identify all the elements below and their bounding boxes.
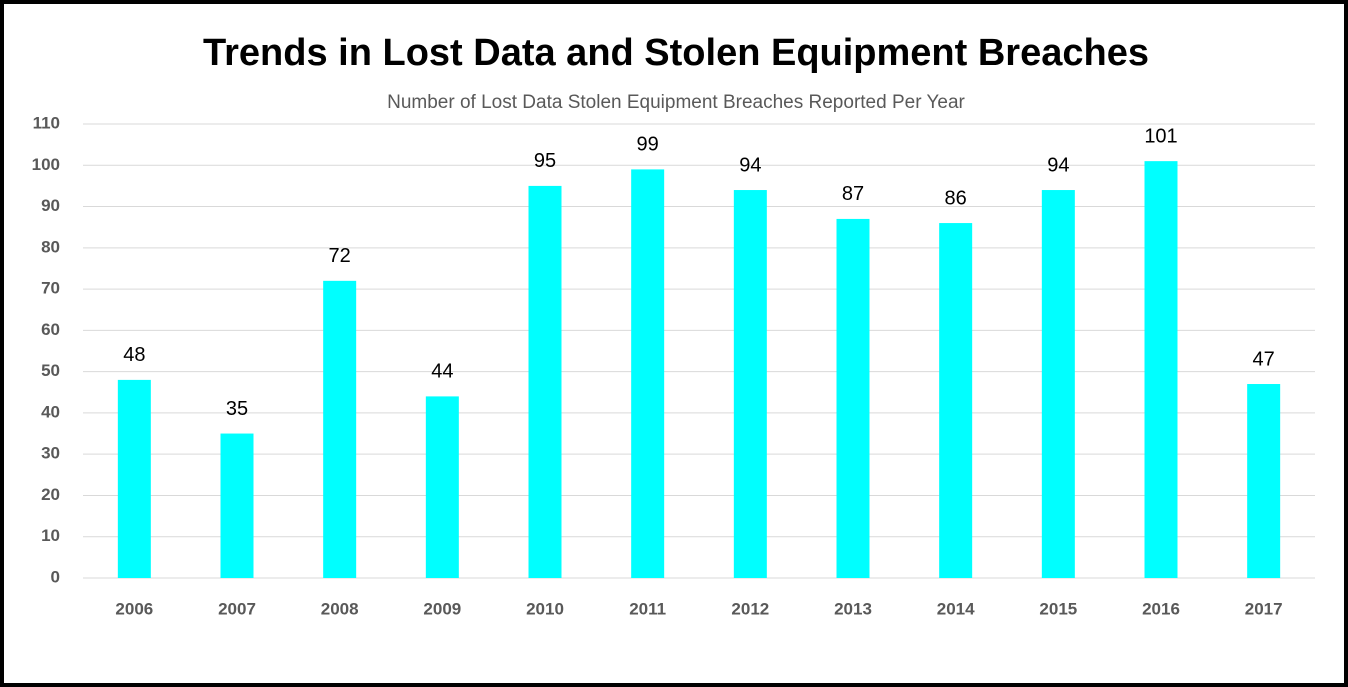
- y-tick-label: 50: [41, 361, 60, 380]
- x-tick-label: 2009: [423, 599, 461, 618]
- y-tick-label: 110: [33, 113, 60, 132]
- chart-title: Trends in Lost Data and Stolen Equipment…: [203, 32, 1149, 74]
- bar: [425, 396, 459, 578]
- bar: [1247, 384, 1281, 578]
- bar: [220, 433, 254, 578]
- value-label: 48: [123, 344, 145, 366]
- y-tick-label: 80: [41, 237, 60, 256]
- bar: [939, 223, 973, 578]
- bar: [117, 379, 151, 578]
- value-label: 101: [1144, 125, 1177, 147]
- y-tick-label: 90: [41, 196, 60, 215]
- bar: [528, 185, 562, 578]
- y-tick-label: 40: [41, 402, 60, 421]
- value-label: 47: [1253, 348, 1275, 370]
- x-tick-label: 2008: [321, 599, 359, 618]
- value-label: 35: [226, 398, 248, 420]
- x-tick-label: 2017: [1245, 599, 1283, 618]
- y-tick-label: 100: [32, 155, 60, 174]
- value-label: 95: [534, 150, 556, 172]
- y-tick-label: 20: [41, 485, 60, 504]
- bar: [733, 190, 767, 578]
- value-label: 44: [431, 361, 453, 383]
- bar: [323, 280, 357, 578]
- bar: [836, 218, 870, 578]
- x-tick-label: 2006: [115, 599, 153, 618]
- x-tick-label: 2016: [1142, 599, 1180, 618]
- x-tick-label: 2013: [834, 599, 872, 618]
- bar: [631, 169, 665, 578]
- y-tick-label: 60: [41, 320, 60, 339]
- bar: [1041, 190, 1075, 578]
- x-tick-label: 2012: [731, 599, 769, 618]
- y-tick-label: 30: [41, 444, 60, 463]
- x-tick-label: 2015: [1039, 599, 1077, 618]
- x-tick-label: 2010: [526, 599, 564, 618]
- value-label: 87: [842, 183, 864, 205]
- x-tick-label: 2014: [937, 599, 975, 618]
- x-tick-label: 2007: [218, 599, 256, 618]
- y-tick-label: 0: [51, 567, 60, 586]
- value-label: 99: [637, 134, 659, 156]
- value-label: 94: [1047, 154, 1069, 176]
- value-label: 72: [329, 245, 351, 267]
- y-tick-label: 10: [41, 526, 60, 545]
- x-tick-label: 2011: [629, 599, 666, 618]
- bar: [1144, 161, 1178, 579]
- value-label: 86: [945, 187, 967, 209]
- value-label: 94: [739, 154, 761, 176]
- chart-subtitle: Number of Lost Data Stolen Equipment Bre…: [387, 92, 965, 113]
- y-tick-label: 70: [41, 279, 60, 298]
